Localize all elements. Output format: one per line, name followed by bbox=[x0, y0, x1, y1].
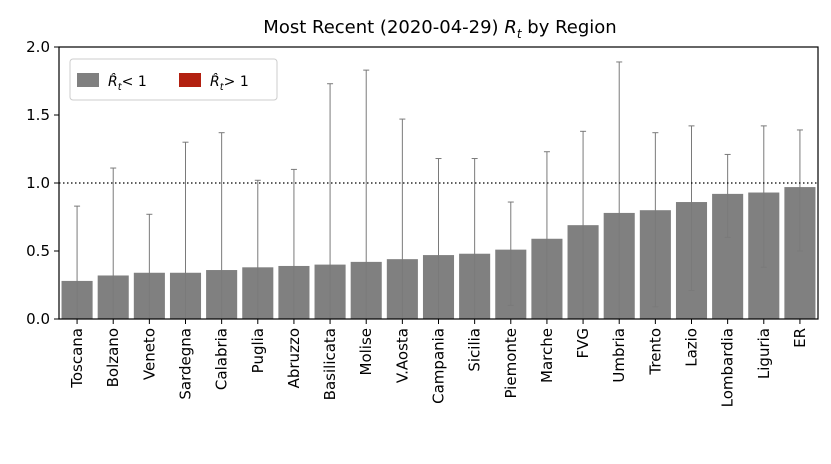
x-tick-label: Marche bbox=[538, 328, 556, 383]
x-tick-label: Abruzzo bbox=[285, 328, 303, 388]
x-tick-label: Liguria bbox=[755, 328, 773, 379]
legend-swatch-above-one bbox=[179, 73, 201, 87]
x-tick-label: Sicilia bbox=[466, 328, 484, 372]
x-tick-label: FVG bbox=[574, 328, 592, 359]
chart-title-suffix: by Region bbox=[522, 17, 617, 38]
plot-area: 0.0 0.5 1.0 1.5 2.0 Toscana Bolzano Veneto Sarde… bbox=[26, 38, 819, 407]
x-tick-label: Campania bbox=[430, 328, 448, 404]
legend-label-below-one: R̂t< 1 bbox=[108, 73, 147, 93]
x-tick-label: ER bbox=[791, 328, 809, 348]
y-tick-label: 1.0 bbox=[26, 174, 50, 192]
x-tick-label: Lazio bbox=[683, 328, 701, 367]
legend-frame bbox=[69, 58, 278, 101]
y-tick-label: 0.0 bbox=[26, 310, 50, 328]
x-tick-label: Calabria bbox=[213, 328, 231, 390]
x-tick-label: Umbria bbox=[610, 328, 628, 383]
x-tick-label: Veneto bbox=[140, 328, 158, 380]
x-tick-label: Piemonte bbox=[502, 328, 520, 399]
x-tick-label: V.Aosta bbox=[393, 328, 411, 383]
chart-title-prefix: Most Recent (2020-04-29) bbox=[263, 17, 504, 38]
x-tick-label: Toscana bbox=[68, 328, 86, 389]
x-tick-label: Sardegna bbox=[177, 328, 195, 400]
x-tick-label: Basilicata bbox=[321, 328, 339, 400]
x-tick-label: Molise bbox=[357, 328, 375, 376]
y-tick-label: 1.5 bbox=[26, 106, 50, 124]
y-tick-label: 0.5 bbox=[26, 242, 50, 260]
x-tick-label: Bolzano bbox=[104, 328, 122, 387]
chart-title: Most Recent (2020-04-29) Rt by Region bbox=[263, 17, 616, 41]
chart-title-symbol: R bbox=[504, 17, 517, 38]
x-tick-label: Lombardia bbox=[719, 328, 737, 407]
chart-title-subscript: t bbox=[517, 27, 523, 41]
y-tick-label: 2.0 bbox=[26, 38, 50, 56]
legend-label-above-one: R̂t> 1 bbox=[210, 73, 249, 93]
x-tick-label: Puglia bbox=[249, 328, 267, 373]
legend: R̂t< 1 R̂t> 1 bbox=[69, 58, 278, 101]
x-tick-label: Trento bbox=[646, 328, 664, 376]
legend-swatch-below-one bbox=[77, 73, 99, 87]
